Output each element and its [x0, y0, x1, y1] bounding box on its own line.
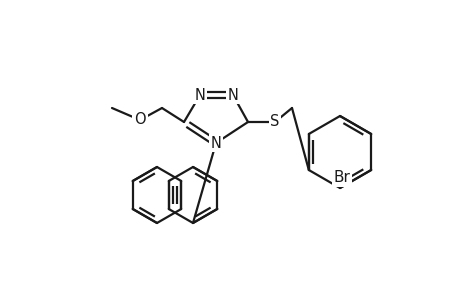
- Text: S: S: [270, 115, 279, 130]
- Text: N: N: [194, 88, 205, 103]
- Text: N: N: [210, 136, 221, 151]
- Text: O: O: [134, 112, 146, 128]
- Text: Br: Br: [333, 170, 350, 185]
- Text: N: N: [227, 88, 238, 103]
